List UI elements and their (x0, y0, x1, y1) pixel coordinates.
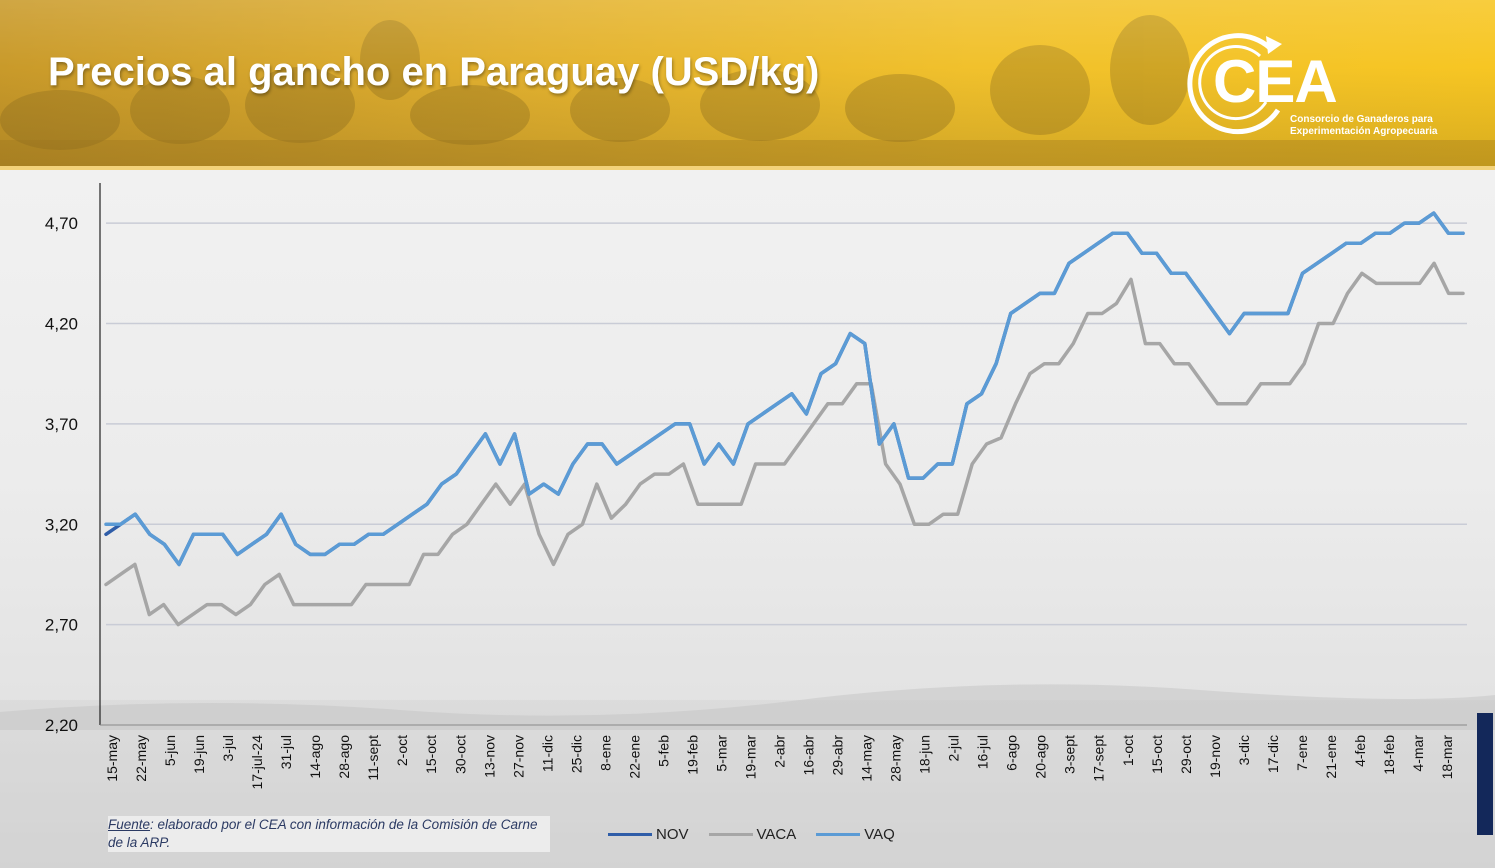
x-tick-label: 5-mar (713, 735, 729, 772)
x-tick-label: 15-may (104, 735, 120, 782)
x-tick-label: 15-oct (1149, 735, 1165, 774)
x-tick-label: 29-oct (1178, 735, 1194, 774)
x-tick-label: 19-feb (684, 735, 700, 775)
x-tick-label: 4-mar (1410, 735, 1426, 772)
source-text: : elaborado por el CEA con información d… (108, 817, 538, 850)
x-tick-label: 28-ago (336, 735, 352, 779)
gridlines (106, 222, 1467, 626)
chart-axes (99, 183, 1467, 726)
series-line-vaca (104, 261, 1465, 627)
legend-swatch-nov (608, 833, 652, 836)
x-tick-label: 17-jul-24 (249, 735, 265, 790)
x-tick-label: 21-ene (1323, 735, 1339, 779)
x-tick-label: 2-jul (946, 735, 962, 761)
page-title: Precios al gancho en Paraguay (USD/kg) (48, 50, 820, 94)
banner-overlay (0, 0, 1495, 168)
x-tick-label: 18-feb (1381, 735, 1397, 775)
y-tick-label: 2,70 (45, 616, 78, 635)
x-axis-ticks: 15-may 22-may 5-jun 19-jun 3-jul 17-jul-24 31-… (104, 735, 1455, 790)
x-tick-label: 27-nov (510, 735, 526, 778)
side-accent-bar (1477, 713, 1493, 835)
cattle-silhouette-background (0, 15, 1495, 168)
legend-label-vaq: VAQ (864, 826, 895, 843)
series-line-vaq (104, 211, 1465, 567)
cea-logo-ring-icon (1187, 33, 1282, 135)
x-tick-label: 20-ago (1033, 735, 1049, 779)
x-tick-label: 16-abr (801, 735, 817, 776)
x-tick-label: 3-sept (1062, 735, 1078, 774)
banner-divider (0, 166, 1495, 170)
chart-legend: NOV VACA VAQ (608, 826, 915, 843)
x-tick-label: 1-oct (1120, 735, 1136, 766)
x-tick-label: 31-jul (278, 735, 294, 769)
legend-label-vaca: VACA (756, 826, 797, 843)
x-tick-label: 19-nov (1207, 735, 1223, 778)
x-tick-label: 17-sept (1091, 735, 1107, 782)
legend-item-nov: NOV (608, 826, 689, 843)
x-tick-label: 28-may (888, 735, 904, 782)
cea-logo-text: CEA (1213, 48, 1338, 115)
x-tick-label: 13-nov (481, 735, 497, 778)
y-tick-label: 3,70 (45, 415, 78, 434)
source-label: Fuente (108, 817, 151, 832)
x-tick-label: 22-may (133, 735, 149, 782)
x-tick-label: 11-sept (365, 735, 381, 781)
x-tick-label: 15-oct (423, 735, 439, 774)
y-tick-label: 2,20 (45, 716, 78, 735)
x-tick-label: 29-abr (830, 735, 846, 776)
x-tick-label: 11-dic (539, 735, 555, 772)
y-tick-label: 3,20 (45, 515, 78, 534)
x-tick-label: 16-jul (975, 735, 991, 769)
x-tick-label: 8-ene (597, 735, 613, 771)
x-tick-label: 18-mar (1439, 735, 1455, 780)
y-tick-label: 4,20 (45, 315, 78, 334)
x-tick-label: 4-feb (1352, 735, 1368, 767)
x-tick-label: 6-ago (1004, 735, 1020, 771)
legend-swatch-vaca (708, 833, 753, 836)
legend-item-vaca: VACA (708, 826, 797, 843)
x-tick-label: 5-jun (162, 735, 178, 766)
series-lines (104, 211, 1465, 627)
series-line-nov (104, 211, 1465, 567)
logo-subtitle-line-1: Consorcio de Ganaderos para (1290, 114, 1433, 125)
x-tick-label: 19-jun (191, 735, 207, 774)
x-tick-label: 2-oct (394, 735, 410, 766)
legend-label-nov: NOV (656, 826, 689, 843)
x-tick-label: 2-abr (772, 735, 788, 768)
x-tick-label: 14-ago (307, 735, 323, 779)
header-banner: Precios al gancho en Paraguay (USD/kg) C… (0, 0, 1495, 168)
x-tick-label: 3-jul (220, 735, 236, 761)
legend-swatch-vaq (816, 833, 861, 836)
x-tick-label: 17-dic (1265, 735, 1281, 773)
y-tick-label: 4,70 (45, 214, 78, 233)
legend-item-vaq: VAQ (816, 826, 895, 843)
logo-subtitle-line-2: Experimentación Agropecuaria (1290, 126, 1438, 137)
x-tick-label: 22-ene (626, 735, 642, 779)
x-tick-label: 30-oct (452, 735, 468, 774)
x-tick-label: 19-mar (742, 735, 758, 780)
x-tick-label: 25-dic (568, 735, 584, 773)
y-axis-ticks: 2,20 2,70 3,20 3,70 4,20 4,70 (45, 214, 78, 735)
x-tick-label: 14-may (859, 735, 875, 782)
x-tick-label: 5-feb (655, 735, 671, 767)
source-note: Fuente: elaborado por el CEA con informa… (108, 816, 550, 852)
x-tick-label: 18-jun (917, 735, 933, 774)
x-tick-label: 3-dic (1236, 735, 1252, 765)
x-tick-label: 7-ene (1294, 735, 1310, 771)
